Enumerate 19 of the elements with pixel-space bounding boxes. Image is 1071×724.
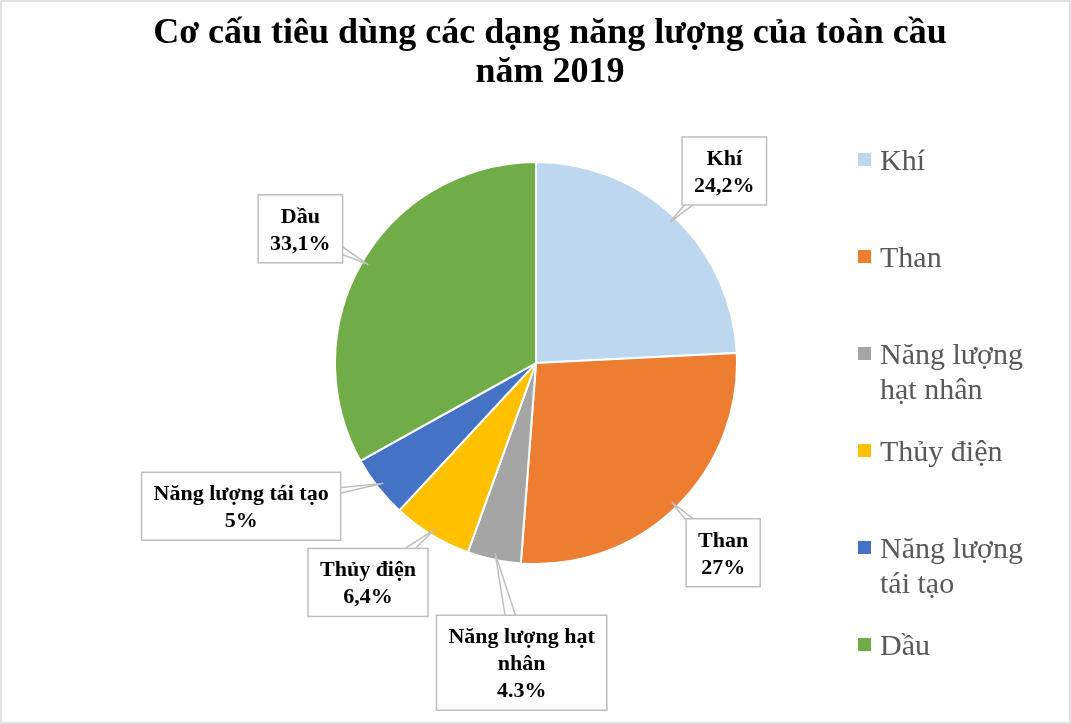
slice-label: Dầu bbox=[280, 202, 320, 228]
legend-label: Khí bbox=[880, 143, 926, 176]
slice-label: Năng lượng hạt nhân bbox=[448, 623, 596, 676]
legend-label: Năng lượng tái tạo bbox=[880, 531, 1023, 599]
slice-label: Năng lượng tái tạo bbox=[153, 480, 329, 506]
legend-label: Năng lượng hạt nhân bbox=[880, 337, 1023, 405]
slice-label: Thủy điện bbox=[319, 556, 416, 582]
slice-label: Khí bbox=[706, 144, 743, 170]
legend-label: Thủy điện bbox=[880, 434, 1003, 467]
data-label: 27% bbox=[701, 553, 746, 579]
data-label: 5% bbox=[224, 507, 258, 533]
chart-title: Cơ cấu tiêu dùng các dạng năng lượng của toàn cầu năm 2019 bbox=[153, 11, 947, 90]
data-label: 4.3% bbox=[496, 677, 547, 703]
data-label: 33,1% bbox=[270, 229, 331, 255]
slice-label: Than bbox=[698, 526, 749, 552]
data-label: 24,2% bbox=[694, 171, 755, 197]
legend-label: Dầu bbox=[880, 628, 930, 661]
data-label: 6,4% bbox=[343, 583, 393, 609]
legend-label: Than bbox=[880, 240, 942, 273]
